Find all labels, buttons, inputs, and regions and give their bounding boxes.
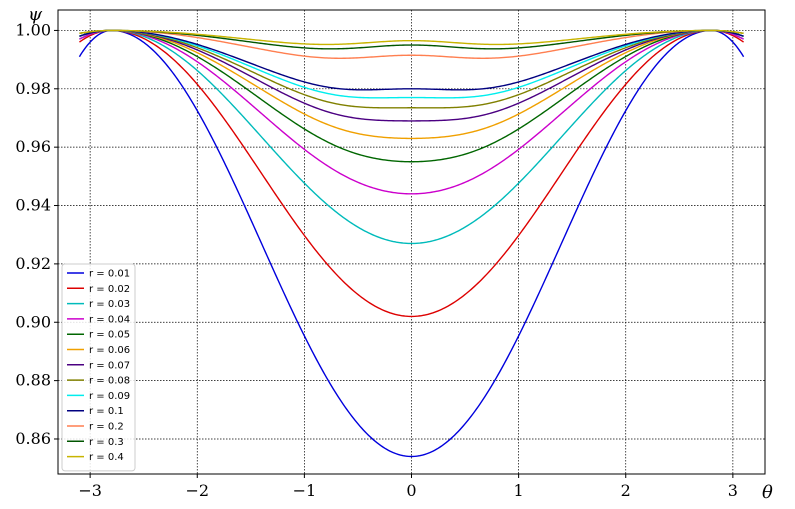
y-tick-label: 1.00	[15, 20, 51, 39]
y-tick-label: 0.86	[15, 429, 51, 448]
legend-entry: r = 0.08	[89, 376, 130, 387]
series-line	[79, 29, 744, 109]
series-line	[78, 29, 745, 458]
legend-entry: r = 0.01	[89, 269, 130, 280]
series-line	[79, 29, 744, 91]
series-lines	[78, 29, 745, 458]
y-tick-label: 0.96	[15, 137, 51, 156]
x-tick-label: 2	[621, 481, 631, 500]
x-axis-label: θ	[762, 482, 773, 503]
x-tick-label: −2	[185, 481, 209, 500]
x-tick-label: 1	[514, 481, 524, 500]
series-line	[79, 29, 744, 122]
x-tick-label: 3	[728, 481, 738, 500]
series-line	[79, 29, 744, 46]
series-line	[79, 29, 744, 318]
y-tick-label: 0.90	[15, 312, 51, 331]
legend-entry: r = 0.4	[89, 452, 124, 463]
legend-entry: r = 0.3	[89, 437, 124, 448]
y-tick-label: 0.94	[15, 196, 51, 215]
legend-entry: r = 0.2	[89, 422, 124, 433]
x-tick-label: −1	[293, 481, 317, 500]
series-line	[79, 29, 744, 99]
legend-entry: r = 0.06	[89, 345, 130, 356]
x-tick-label: −3	[78, 481, 102, 500]
legend-frame	[61, 263, 136, 472]
axis-ticks: −3 −2 −1 0 1 2 3 0.86 0.88 0.90 0.92 0.94 0.96 0.98 1.…	[15, 20, 738, 500]
series-line	[79, 29, 744, 163]
series-line	[79, 29, 744, 140]
series-line	[79, 29, 744, 50]
legend-entry: r = 0.03	[89, 299, 130, 310]
legend: r = 0.01 r = 0.02 r = 0.03 r = 0.04 r = 0.05…	[61, 263, 136, 472]
series-line	[79, 29, 744, 245]
legend-entry: r = 0.04	[89, 314, 130, 325]
grid	[58, 10, 765, 474]
series-line	[79, 29, 744, 195]
y-tick-label: 0.98	[15, 79, 51, 98]
series-line	[79, 29, 744, 59]
y-tick-label: 0.88	[15, 371, 51, 390]
legend-entry: r = 0.09	[89, 391, 130, 402]
legend-entry: r = 0.1	[89, 406, 124, 417]
legend-entry: r = 0.05	[89, 330, 130, 341]
legend-entry: r = 0.02	[89, 284, 130, 295]
y-axis-label: ψ	[28, 4, 43, 25]
y-tick-label: 0.92	[15, 254, 51, 273]
legend-entry: r = 0.07	[89, 360, 130, 371]
x-tick-label: 0	[406, 481, 416, 500]
